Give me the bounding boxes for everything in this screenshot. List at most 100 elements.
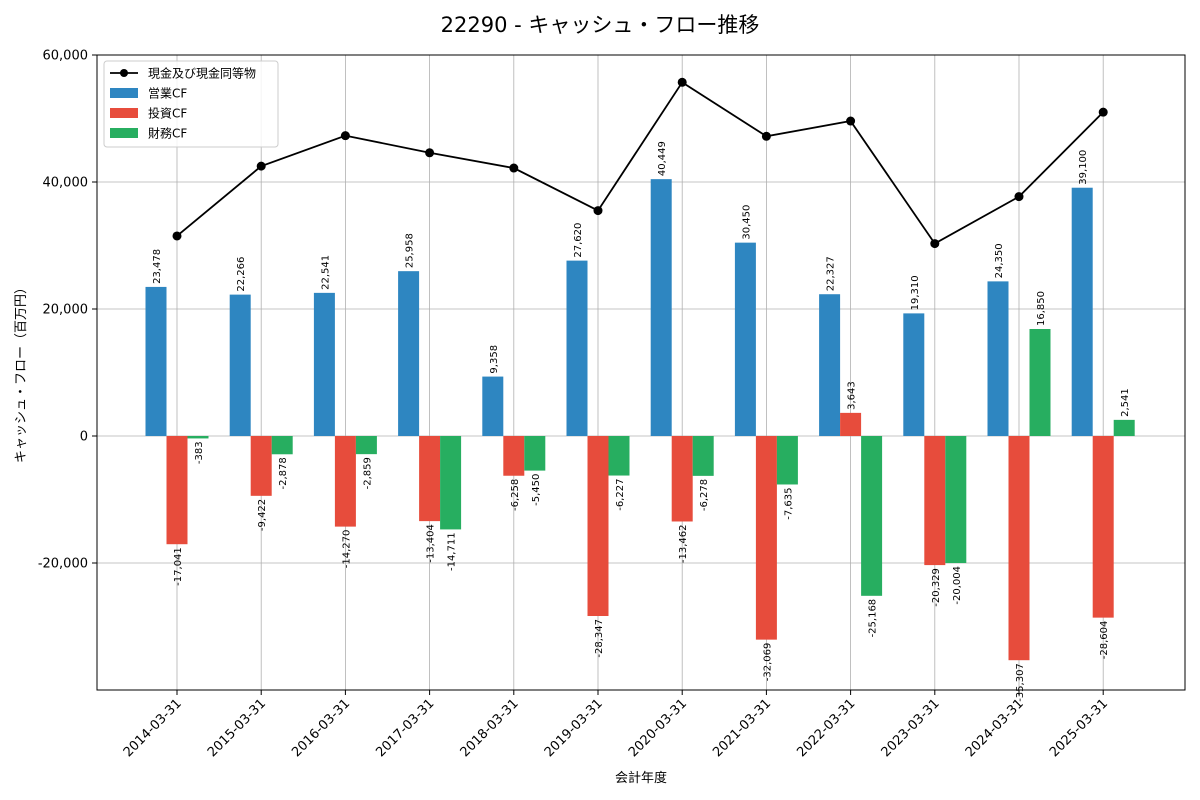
bar-value-label: -9,422 (257, 499, 268, 531)
bar (587, 436, 609, 617)
x-tick-label: 2024-03-31 (963, 696, 1027, 760)
bar (903, 313, 925, 436)
bar-value-label: -17,041 (173, 547, 184, 586)
cash-balance-point (1098, 107, 1108, 117)
legend-box (103, 60, 279, 148)
bar (398, 271, 420, 436)
bar-value-label: 22,327 (826, 256, 837, 291)
bar-value-label: 40,449 (657, 141, 668, 176)
bar (566, 260, 588, 436)
bar-value-label: -2,878 (278, 457, 289, 489)
cash-balance-point (846, 116, 856, 126)
cash-balance-point (930, 239, 940, 249)
bar (419, 436, 441, 522)
bar (166, 436, 188, 545)
legend-label: 財務CF (148, 126, 187, 141)
cash-balance-point (256, 161, 266, 171)
bar-value-label: -20,329 (931, 568, 942, 607)
bar-value-label: -6,227 (615, 479, 626, 511)
x-tick-label: 2018-03-31 (458, 696, 522, 760)
bar-value-label: -28,347 (594, 619, 605, 658)
bar (250, 436, 272, 496)
line-series (172, 77, 1108, 249)
x-tick-label: 2025-03-31 (1047, 696, 1111, 760)
bar (440, 436, 462, 530)
bar (650, 179, 672, 436)
y-tick-label: 60,000 (43, 49, 89, 64)
bar (1008, 436, 1030, 661)
bar-value-label: 3,643 (847, 381, 858, 410)
bar (145, 286, 167, 436)
bar (692, 436, 714, 476)
y-axis-label: キャッシュ・フロー（百万円） (14, 281, 29, 463)
x-axis-label: 会計年度 (615, 770, 667, 786)
bar (482, 376, 504, 436)
bar (1092, 436, 1114, 618)
bar-value-label: 16,850 (1036, 291, 1047, 326)
cash-balance-point (593, 206, 603, 216)
legend-label: 現金及び現金同等物 (148, 66, 256, 81)
bar-value-label: 30,450 (741, 205, 752, 240)
bar (840, 412, 862, 436)
x-tick-label: 2020-03-31 (626, 696, 690, 760)
y-tick-label: -20,000 (38, 557, 88, 572)
bars (145, 179, 1135, 661)
x-tick-label: 2021-03-31 (710, 696, 774, 760)
bar (819, 294, 841, 436)
chart-title: 22290 - キャッシュ・フロー推移 (441, 13, 760, 37)
bar-value-label: 39,100 (1078, 150, 1089, 185)
x-tick-label: 2023-03-31 (879, 696, 943, 760)
bar-value-label: -383 (194, 441, 205, 464)
y-tick-label: 40,000 (43, 176, 89, 191)
bar (755, 436, 777, 640)
legend-label: 投資CF (148, 106, 187, 121)
bar (187, 436, 209, 439)
bar (524, 436, 546, 471)
cash-balance-line (176, 81, 1104, 245)
cash-balance-point (1014, 192, 1024, 202)
bar (313, 292, 335, 436)
x-tick-label: 2017-03-31 (373, 696, 437, 760)
bar (229, 294, 251, 436)
legend-marker (120, 69, 128, 77)
x-tick-label: 2019-03-31 (542, 696, 606, 760)
cash-balance-point (425, 148, 435, 158)
bar-value-label: -13,404 (426, 524, 437, 563)
bar (987, 281, 1009, 436)
bar-value-label: 25,958 (405, 233, 416, 268)
bar-value-label: 23,478 (152, 249, 163, 284)
bar (776, 436, 798, 485)
bar (945, 436, 967, 564)
x-tick-label: 2016-03-31 (289, 696, 353, 760)
bar (271, 436, 293, 455)
legend-swatch (110, 88, 138, 98)
legend-swatch (110, 108, 138, 118)
y-tick-label: 20,000 (43, 303, 89, 318)
cash-balance-point (677, 77, 687, 87)
bar-value-label: -14,270 (341, 530, 352, 569)
bar (924, 436, 946, 566)
bar (503, 436, 525, 476)
cash-balance-point (340, 131, 350, 141)
bar-value-label: -28,604 (1099, 621, 1110, 660)
bar-value-label: -6,258 (510, 479, 521, 511)
bar-value-label: -14,711 (447, 532, 458, 571)
bar (671, 436, 693, 522)
y-axis: -20,000 0 20,000 40,000 60,000 (38, 49, 97, 572)
legend-swatch (110, 128, 138, 138)
bar-value-label: 27,620 (573, 223, 584, 258)
bar-value-label: -20,004 (952, 566, 963, 605)
bar-value-label: -2,859 (362, 457, 373, 489)
bar-value-label: -6,278 (699, 479, 710, 511)
bar (608, 436, 630, 476)
bar (1071, 187, 1093, 436)
bar (355, 436, 377, 455)
y-tick-label: 0 (80, 430, 88, 445)
bar (734, 242, 756, 436)
bar-value-label: -32,069 (762, 643, 773, 682)
x-tick-label: 2015-03-31 (205, 696, 269, 760)
bar-value-label: -7,635 (783, 487, 794, 519)
bar-value-label: 9,358 (489, 345, 500, 374)
